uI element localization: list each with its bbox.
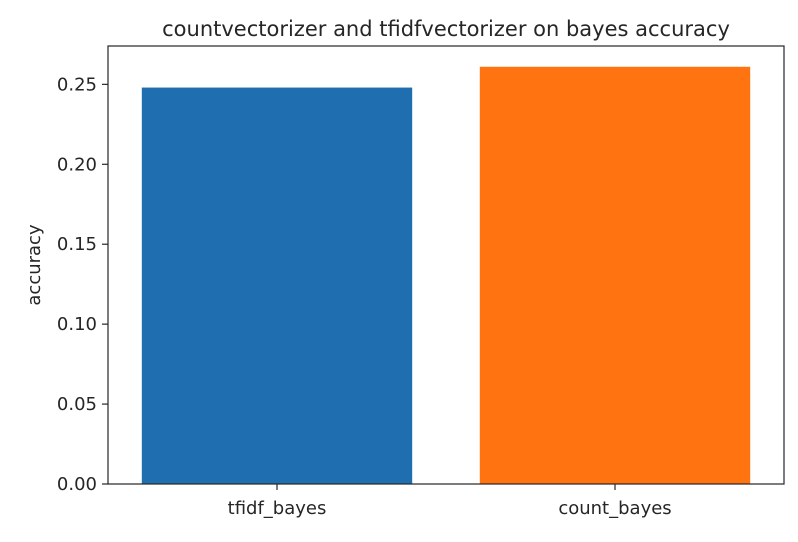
y-axis-label: accuracy: [24, 224, 45, 306]
y-tick-label: 0.05: [57, 394, 97, 415]
chart-title: countvectorizer and tfidfvectorizer on b…: [162, 17, 730, 41]
bar-tfidf-bayes: [141, 87, 413, 484]
x-tick-label: count_bayes: [558, 498, 671, 519]
x-tick-label: tfidf_bayes: [228, 498, 327, 519]
y-tick-label: 0.20: [57, 154, 97, 175]
y-tick-label: 0.10: [57, 314, 97, 335]
bar-count-bayes: [479, 66, 751, 485]
y-tick-label: 0.25: [57, 74, 97, 95]
y-tick-label: 0.15: [57, 234, 97, 255]
plot-frame: [107, 45, 785, 485]
y-tick-label: 0.00: [57, 474, 97, 495]
